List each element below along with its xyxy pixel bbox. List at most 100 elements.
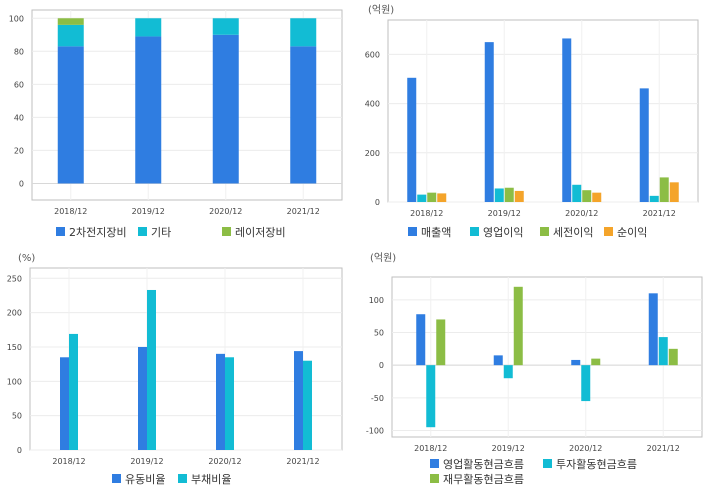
legend-swatch: [470, 227, 479, 236]
bar: [562, 38, 572, 202]
y-tick-label: 100: [9, 14, 24, 23]
legend-swatch: [178, 474, 187, 483]
bar: [658, 337, 668, 366]
y-tick-label: 0: [375, 198, 380, 207]
x-tick-label: 2019/12: [130, 457, 163, 466]
bar: [216, 353, 225, 450]
legend-swatch: [112, 474, 121, 483]
unit-label: (억원): [370, 252, 396, 264]
y-tick-label: 80: [14, 47, 24, 56]
legend-swatch: [540, 227, 549, 236]
bar: [639, 88, 649, 202]
y-tick-label: -50: [371, 394, 384, 403]
x-tick-label: 2018/12: [410, 209, 443, 218]
legend-label: 부채비율: [191, 473, 231, 486]
legend-swatch: [430, 459, 439, 468]
y-tick-label: 250: [7, 274, 22, 283]
bar: [212, 18, 239, 35]
legend-swatch: [430, 474, 439, 483]
bar: [648, 293, 658, 366]
bar: [426, 365, 436, 428]
legend-swatch: [222, 227, 231, 236]
legend-label: 매출액: [421, 226, 451, 239]
y-tick-label: 200: [365, 149, 380, 158]
legend-label: 2차전지장비: [69, 226, 127, 239]
y-tick-label: 100: [369, 296, 384, 305]
bar: [649, 195, 659, 202]
y-tick-label: 100: [7, 377, 22, 386]
y-tick-label: 0: [19, 179, 24, 188]
bar: [60, 357, 69, 450]
bar: [503, 365, 513, 379]
x-tick-label: 2018/12: [414, 444, 447, 453]
bar: [69, 333, 78, 450]
bar: [572, 184, 582, 202]
bar: [427, 192, 437, 202]
bar: [135, 36, 162, 184]
y-tick-label: 200: [7, 309, 22, 318]
bar: [591, 358, 601, 366]
chart-2: 0 200 400 600 2018/12 2019/12 2020/12 2021/12 (억…: [365, 4, 699, 239]
x-tick-label: 2021/12: [643, 209, 676, 218]
bar: [225, 357, 234, 450]
x-tick-label: 2019/12: [132, 207, 165, 216]
legend-label: 세전이익: [553, 226, 593, 239]
bar: [57, 24, 84, 47]
y-tick-label: -100: [366, 426, 384, 435]
bar: [514, 190, 524, 202]
bar: [135, 18, 162, 37]
y-tick-label: 50: [374, 329, 384, 338]
bar: [57, 18, 84, 25]
y-tick-label: 600: [365, 50, 380, 59]
bar: [138, 346, 147, 450]
chart-4: -100 -50 0 50 100 2018/12 2019/12 2020/12 2021/1…: [366, 252, 703, 486]
bar: [513, 286, 523, 366]
legend-label: 기타: [151, 226, 171, 239]
bar: [294, 351, 303, 450]
bar: [416, 314, 426, 366]
x-tick-label: 2021/12: [286, 457, 319, 466]
legend-swatch: [138, 227, 147, 236]
x-tick-label: 2021/12: [287, 207, 320, 216]
bar: [581, 365, 591, 402]
chart-3: 0 50 100 150 200 250 2018/12 2019/12 2020/12 2021…: [7, 253, 343, 486]
bar: [494, 188, 504, 202]
x-tick-label: 2020/12: [208, 457, 241, 466]
y-tick-label: 20: [14, 146, 24, 155]
bar: [290, 18, 317, 47]
legend-label: 유동비율: [125, 473, 165, 486]
bar: [57, 46, 84, 184]
x-tick-label: 2020/12: [565, 209, 598, 218]
bar: [493, 355, 503, 366]
y-tick-label: 50: [12, 412, 22, 421]
x-tick-label: 2018/12: [54, 207, 87, 216]
legend-swatch: [56, 227, 65, 236]
legend-swatch: [408, 227, 417, 236]
x-tick-label: 2021/12: [647, 444, 680, 453]
bar: [504, 187, 514, 202]
bar: [147, 289, 156, 450]
chart-1: 0 20 40 60 80 100 2018/12 2019/12 2020/12 2021/12…: [9, 9, 343, 239]
bar: [582, 190, 592, 202]
bar: [571, 359, 581, 366]
x-tick-label: 2020/12: [569, 444, 602, 453]
bar: [407, 77, 417, 202]
legend-label: 영업이익: [483, 226, 523, 239]
bar: [212, 34, 239, 184]
y-tick-label: 40: [14, 113, 24, 122]
legend-label: 재무활동현금흐름: [443, 472, 524, 486]
bar: [417, 194, 427, 202]
y-tick-label: 0: [379, 361, 384, 370]
bar: [669, 182, 679, 202]
x-tick-label: 2019/12: [492, 444, 525, 453]
x-tick-label: 2020/12: [209, 207, 242, 216]
bar: [436, 319, 446, 366]
x-tick-label: 2018/12: [52, 457, 85, 466]
bar: [592, 192, 602, 202]
y-tick-label: 400: [365, 100, 380, 109]
y-tick-label: 60: [14, 80, 24, 89]
plot-frame: [387, 19, 699, 203]
bar: [484, 42, 494, 203]
legend-label: 영업활동현금흐름: [443, 457, 524, 471]
